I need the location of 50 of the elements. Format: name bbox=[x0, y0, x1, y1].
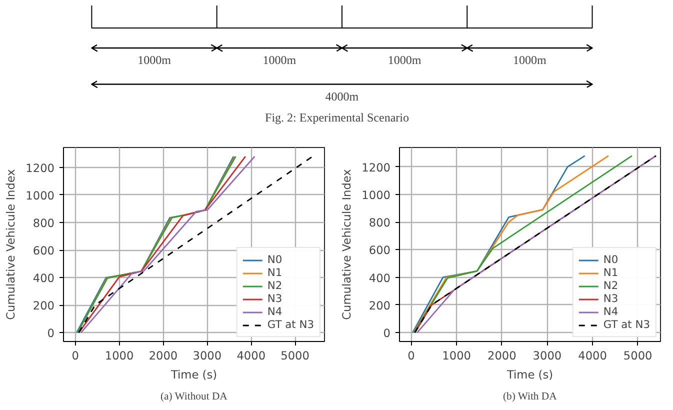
y-tick-label: 1000 bbox=[362, 188, 391, 202]
text: 1000m bbox=[262, 53, 297, 67]
legend-label: N1 bbox=[267, 266, 284, 279]
y-tick-label: 600 bbox=[32, 244, 55, 258]
x-axis-title: Time (s) bbox=[506, 368, 554, 382]
x-tick-label: 3000 bbox=[192, 348, 222, 362]
y-tick-label: 1000 bbox=[26, 188, 55, 202]
x-tick-label: 3000 bbox=[532, 348, 562, 362]
y-tick-label: 1200 bbox=[362, 160, 391, 174]
text: 1000m bbox=[513, 53, 548, 67]
y-tick-label: 0 bbox=[383, 326, 391, 340]
x-tick-label: 4000 bbox=[236, 348, 266, 362]
y-tick-label: 800 bbox=[368, 216, 391, 230]
x-axis-title: Time (s) bbox=[170, 368, 218, 382]
legend-label: N4 bbox=[267, 305, 284, 318]
legend-label: N2 bbox=[267, 279, 284, 292]
x-tick-label: 4000 bbox=[578, 348, 607, 362]
y-tick-label: 600 bbox=[368, 243, 391, 258]
legend-label: N1 bbox=[603, 266, 620, 279]
y-tick-label: 200 bbox=[368, 298, 391, 312]
text: Fig. 2: Experimental Scenario bbox=[265, 110, 409, 124]
legend-label: N3 bbox=[603, 292, 620, 305]
text: (b) With DA bbox=[502, 392, 558, 402]
x-tick-label: 2000 bbox=[487, 348, 516, 362]
y-tick-label: 0 bbox=[47, 326, 55, 340]
y-axis-title: Cumulative Vehicule Index bbox=[4, 168, 18, 320]
text: (a) Without DA bbox=[160, 392, 228, 402]
y-tick-label: 400 bbox=[32, 271, 55, 286]
x-tick-label: 1000 bbox=[442, 348, 472, 362]
legend-label: GT at N3 bbox=[267, 318, 314, 331]
y-axis-title: Cumulative Vehicule Index bbox=[340, 168, 354, 320]
x-tick-label: 0 bbox=[72, 348, 79, 362]
x-tick-label: 5000 bbox=[623, 348, 652, 362]
y-tick-label: 200 bbox=[32, 298, 55, 313]
legend-label: GT at N3 bbox=[603, 318, 650, 331]
x-tick-label: 1000 bbox=[104, 348, 134, 362]
x-tick-label: 0 bbox=[408, 348, 415, 362]
legend-label: N4 bbox=[603, 305, 620, 318]
x-tick-label: 5000 bbox=[280, 348, 310, 362]
x-tick-label: 2000 bbox=[148, 348, 178, 362]
text: 4000m bbox=[325, 89, 360, 104]
text: 1000m bbox=[388, 53, 422, 67]
legend-label: N3 bbox=[267, 292, 284, 305]
legend-label: N0 bbox=[267, 253, 284, 266]
y-tick-label: 400 bbox=[368, 270, 391, 285]
y-tick-label: 800 bbox=[32, 216, 55, 230]
legend-label: N2 bbox=[603, 279, 620, 292]
y-tick-label: 1200 bbox=[26, 160, 55, 175]
text: 1000m bbox=[138, 53, 172, 67]
legend-label: N0 bbox=[603, 253, 620, 266]
